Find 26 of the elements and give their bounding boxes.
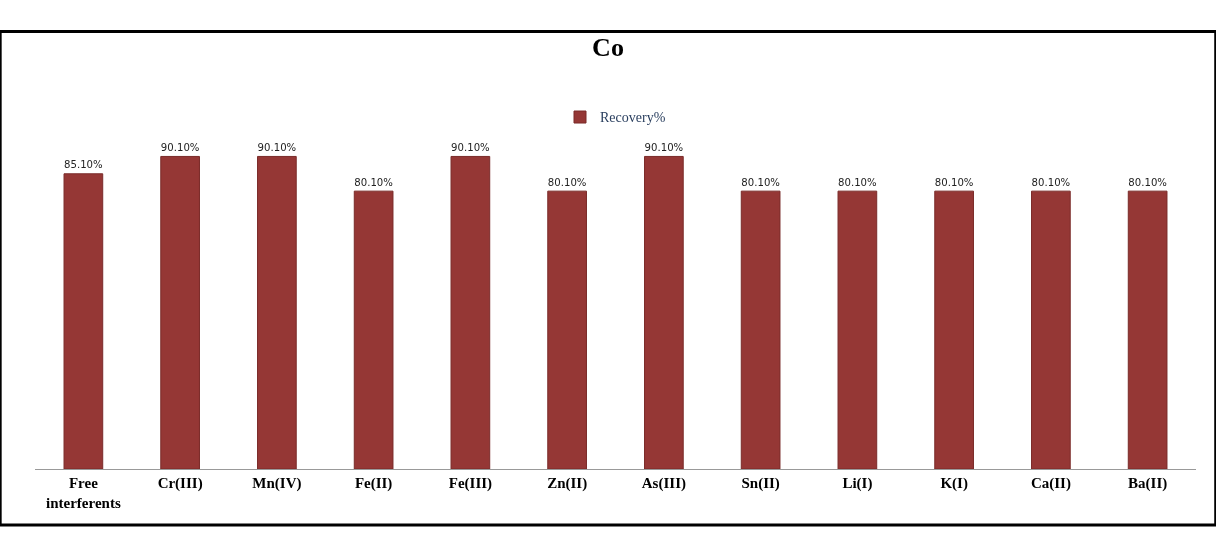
legend-label: Recovery% [600, 110, 666, 126]
data-label: 90.10% [451, 142, 491, 154]
x-tick-label: As(III) [641, 475, 686, 492]
data-label: 85.10% [64, 159, 104, 171]
data-label: 90.10% [257, 142, 297, 154]
x-tick-label: Ba(II) [1128, 475, 1168, 492]
x-tick-label: Cr(III) [157, 475, 203, 492]
data-label: 80.10% [1128, 176, 1168, 188]
data-label: 80.10% [838, 176, 878, 188]
x-tick-label: K(I) [940, 475, 968, 492]
data-label: 80.10% [741, 176, 781, 188]
x-tick-label: Free interferents [46, 475, 121, 511]
x-tick-label: Fe(II) [354, 475, 393, 492]
data-label: 90.10% [160, 142, 200, 154]
x-tick-label: Ca(II) [1030, 475, 1071, 492]
data-label: 80.10% [547, 176, 587, 188]
x-tick-label: Sn(II) [741, 475, 780, 492]
chart-title: Co [592, 33, 624, 63]
x-tick-label: Zn(II) [547, 475, 588, 492]
data-label: 80.10% [934, 176, 974, 188]
data-label: 80.10% [1031, 176, 1071, 188]
x-tick-label: Li(I) [842, 475, 873, 492]
x-tick-label: Fe(III) [448, 475, 493, 492]
x-tick-label: Mn(IV) [252, 475, 302, 492]
data-label: 90.10% [644, 142, 684, 154]
data-label: 80.10% [354, 176, 394, 188]
